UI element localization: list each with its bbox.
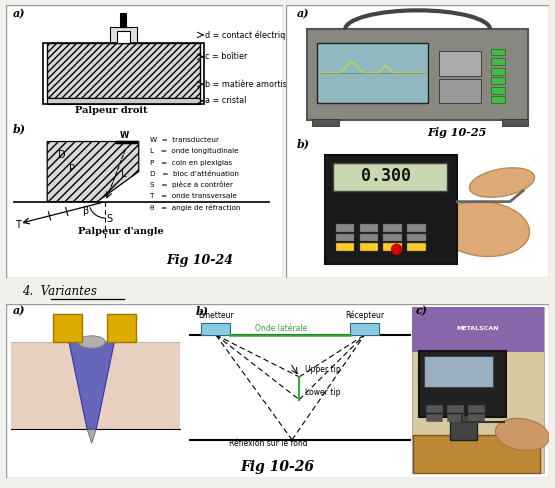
Text: S: S: [107, 214, 113, 224]
Text: Palpeur d'angle: Palpeur d'angle: [78, 227, 164, 236]
Bar: [117, 31, 130, 43]
Text: Palpeur droit: Palpeur droit: [75, 106, 148, 115]
Text: D   =  bloc d'atténuation: D = bloc d'atténuation: [150, 171, 239, 177]
Text: a): a): [13, 8, 25, 19]
Bar: [492, 58, 504, 65]
Bar: [201, 323, 230, 335]
Text: b = matière amortissante: b = matière amortissante: [205, 80, 310, 89]
Bar: [407, 234, 426, 241]
Bar: [384, 244, 402, 251]
Bar: [450, 415, 477, 440]
Text: W  =  transducteur: W = transducteur: [150, 137, 219, 143]
Text: Emetteur: Emetteur: [198, 311, 234, 321]
Bar: [307, 29, 528, 120]
Bar: [384, 234, 402, 241]
Bar: [412, 307, 544, 473]
Bar: [336, 234, 355, 241]
Text: c): c): [415, 305, 427, 316]
Text: β: β: [82, 206, 88, 216]
Text: c = boîtier: c = boîtier: [205, 52, 248, 61]
Text: W: W: [119, 131, 129, 140]
Ellipse shape: [470, 168, 534, 197]
Text: T   =  onde transversale: T = onde transversale: [150, 193, 237, 199]
Text: a): a): [13, 305, 26, 316]
Bar: [360, 234, 378, 241]
Bar: [468, 414, 484, 422]
Bar: [11, 342, 180, 429]
Circle shape: [391, 244, 402, 255]
Bar: [384, 224, 402, 232]
Bar: [317, 43, 428, 103]
Bar: [360, 244, 378, 251]
Text: 4.  Variantes: 4. Variantes: [22, 285, 97, 299]
Text: T: T: [16, 220, 21, 229]
Text: L: L: [121, 169, 126, 179]
Text: b): b): [13, 123, 26, 134]
Bar: [468, 405, 484, 412]
Bar: [333, 163, 447, 191]
Bar: [325, 155, 457, 264]
Text: Réflexion sur le fond: Réflexion sur le fond: [229, 439, 308, 448]
Bar: [447, 414, 463, 422]
Bar: [350, 323, 379, 335]
Bar: [53, 314, 82, 342]
Text: Fig 10-26: Fig 10-26: [240, 460, 315, 474]
Text: METALSCAN: METALSCAN: [457, 326, 499, 331]
Text: P   =  coin en plexiglas: P = coin en plexiglas: [150, 160, 232, 165]
Bar: [426, 414, 442, 422]
Text: 0.300: 0.300: [361, 167, 411, 185]
Text: Upper tip: Upper tip: [305, 365, 340, 374]
Text: Onde latérale: Onde latérale: [255, 324, 307, 333]
Bar: [492, 87, 504, 94]
Bar: [439, 79, 481, 103]
Bar: [407, 244, 426, 251]
Bar: [336, 244, 355, 251]
Bar: [447, 405, 463, 412]
Bar: [502, 119, 528, 126]
Bar: [492, 68, 504, 75]
Bar: [425, 356, 493, 387]
Text: b): b): [196, 305, 209, 316]
Bar: [312, 119, 339, 126]
Text: D: D: [58, 150, 66, 160]
Bar: [107, 314, 136, 342]
Text: Récepteur: Récepteur: [345, 311, 384, 321]
Bar: [439, 51, 481, 76]
Bar: [120, 13, 126, 27]
Ellipse shape: [495, 418, 549, 451]
Text: L   =  onde longitudinale: L = onde longitudinale: [150, 148, 239, 154]
Text: θ   =  angle de réfraction: θ = angle de réfraction: [150, 204, 240, 211]
Bar: [492, 49, 504, 56]
Bar: [413, 434, 541, 473]
Text: Fig 10-24: Fig 10-24: [166, 255, 234, 267]
Text: Fig 10-25: Fig 10-25: [427, 127, 487, 138]
Text: a = cristal: a = cristal: [205, 96, 247, 105]
Ellipse shape: [78, 336, 105, 348]
Bar: [47, 98, 200, 104]
Text: Lower tip: Lower tip: [305, 388, 340, 397]
Polygon shape: [69, 342, 114, 429]
Bar: [426, 405, 442, 412]
Bar: [47, 43, 200, 98]
Polygon shape: [47, 142, 139, 202]
Text: P: P: [69, 163, 75, 174]
Bar: [360, 224, 378, 232]
Text: b): b): [296, 138, 309, 149]
Polygon shape: [87, 429, 96, 443]
Bar: [492, 97, 504, 103]
Text: a): a): [296, 8, 309, 19]
Bar: [419, 351, 506, 417]
Bar: [407, 224, 426, 232]
Bar: [336, 224, 355, 232]
Ellipse shape: [437, 202, 529, 257]
Text: S   =  pièce à contrôler: S = pièce à contrôler: [150, 182, 233, 188]
Bar: [110, 27, 138, 43]
Text: d = contact électrique: d = contact électrique: [205, 30, 296, 40]
Bar: [43, 43, 204, 104]
Bar: [492, 77, 504, 84]
Bar: [412, 307, 544, 352]
